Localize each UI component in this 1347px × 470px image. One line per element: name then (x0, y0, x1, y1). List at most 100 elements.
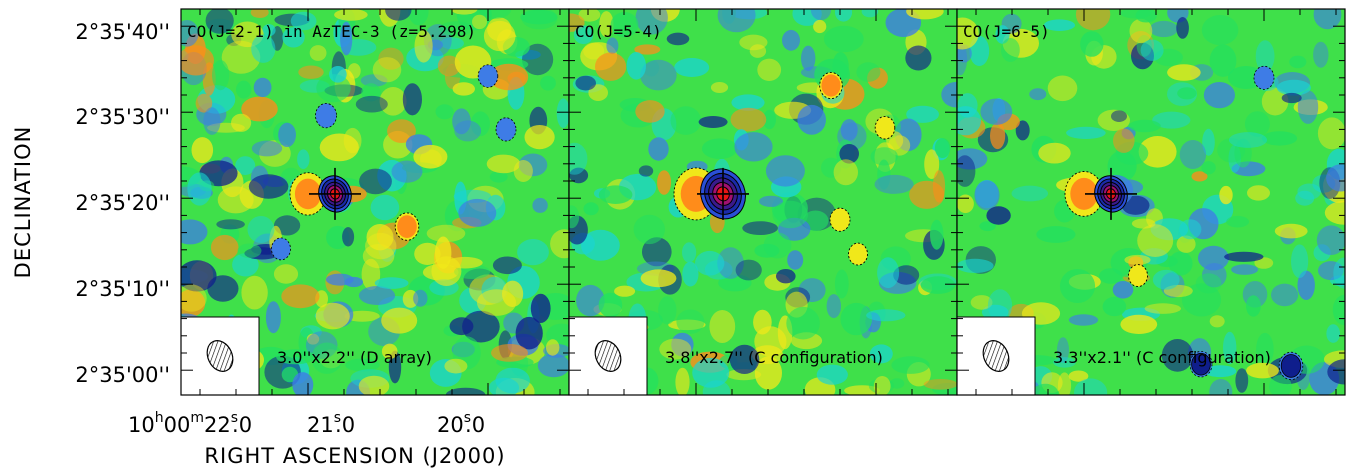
noise-blob (598, 292, 623, 318)
noise-blob (1011, 185, 1049, 202)
noise-blob (1204, 365, 1237, 378)
noise-blob (292, 372, 314, 395)
noise-blob (578, 9, 601, 22)
noise-blob (731, 94, 765, 111)
panel-title: CO(J=2-1) in AzTEC-3 (z=5.298) (187, 22, 476, 41)
noise-blob (717, 247, 744, 279)
beam-label: 3.0''x2.2'' (D array) (277, 348, 432, 367)
noise-blob (986, 206, 1011, 225)
noise-blob (1128, 119, 1161, 133)
noise-blob (1256, 332, 1274, 366)
contour-dotted (874, 115, 896, 140)
noise-blob (1269, 375, 1292, 395)
noise-blob (452, 82, 475, 96)
noise-blob (278, 122, 296, 147)
noise-blob (1149, 20, 1178, 38)
noise-blob (530, 293, 551, 323)
noise-blob (492, 256, 522, 275)
noise-blob (355, 95, 388, 113)
noise-blob (216, 219, 245, 230)
noise-blob (250, 9, 269, 18)
noise-blob (521, 9, 558, 30)
noise-blob (1297, 270, 1315, 300)
y-tick-label: 2°35'00'' (75, 363, 170, 387)
panel-title: CO(J=5-4) (575, 22, 662, 41)
noise-blob (924, 149, 940, 179)
noise-blob (1057, 337, 1069, 363)
noise-blob (905, 45, 932, 71)
noise-blob (359, 168, 392, 195)
noise-blob (709, 310, 736, 343)
noise-blob (598, 185, 633, 204)
noise-blob (718, 274, 752, 292)
noise-blob (1111, 110, 1127, 122)
noise-blob (297, 149, 310, 169)
svg-text:20s.0: 20s.0 (437, 410, 485, 437)
noise-blob (1261, 87, 1289, 116)
noise-blob (241, 96, 278, 122)
noise-blob (1066, 126, 1106, 139)
noise-blob (334, 9, 368, 21)
noise-blob (674, 58, 710, 77)
y-tick-label: 2°35'40'' (75, 20, 170, 44)
noise-blob (326, 273, 354, 286)
contour-dotted (848, 242, 868, 266)
noise-blob (588, 84, 608, 101)
noise-blob (1080, 31, 1104, 57)
noise-blob (648, 137, 669, 161)
svg-text:21s.0: 21s.0 (307, 410, 355, 437)
noise-blob (513, 160, 533, 182)
noise-blob (191, 137, 214, 164)
noise-blob (1124, 254, 1151, 265)
noise-blob (1120, 314, 1158, 334)
noise-blob (1326, 324, 1340, 343)
noise-blob (1043, 19, 1075, 32)
map-panel: CO(J=2-1) in AzTEC-3 (z=5.298) 3.0''x2.2'… (180, 8, 570, 396)
beam-ellipse (206, 340, 234, 372)
noise-blob (454, 120, 482, 142)
noise-blob (1112, 281, 1134, 299)
noise-blob (319, 133, 359, 162)
noise-blob (221, 40, 261, 74)
noise-blob (1015, 120, 1030, 141)
noise-blob (987, 289, 1013, 322)
noise-blob (1209, 315, 1225, 328)
map-feature (848, 243, 868, 266)
noise-blob (1068, 370, 1089, 382)
noise-blob (642, 237, 672, 267)
noise-blob (701, 138, 738, 159)
noise-blob (274, 215, 301, 236)
noise-blob (1274, 223, 1308, 239)
noise-blob (210, 234, 239, 261)
noise-blob (729, 344, 760, 374)
noise-blob (695, 250, 725, 276)
noise-blob (358, 375, 390, 395)
svg-text:10h00m22s.0: 10h00m22s.0 (128, 410, 252, 437)
noise-blob (1075, 9, 1111, 31)
noise-blob (1247, 185, 1270, 201)
noise-blob (932, 170, 946, 203)
map-feature (397, 215, 417, 239)
x-tick-minutes: 00 (164, 413, 191, 437)
noise-blob (248, 174, 289, 199)
noise-blob (1161, 339, 1194, 372)
noise-blob (387, 119, 416, 143)
noise-blob (726, 369, 762, 381)
noise-blob (241, 275, 268, 310)
noise-blob (522, 43, 554, 76)
noise-blob (670, 106, 702, 135)
noise-blob (488, 377, 520, 395)
noise-blob (462, 310, 500, 343)
noise-blob (181, 260, 217, 292)
noise-blob (235, 156, 256, 176)
contour-dotted (394, 212, 420, 241)
noise-blob (435, 104, 454, 120)
noise-blob (782, 29, 800, 51)
noise-blob (757, 58, 782, 81)
map-panel: CO(J=6-5) 3.3''x2.1'' (C configuration) (956, 8, 1346, 396)
noise-blob (742, 221, 778, 236)
noise-blob (1231, 264, 1259, 275)
noise-blob (486, 154, 521, 174)
noise-blob (449, 317, 474, 336)
noise-blob (671, 332, 694, 357)
